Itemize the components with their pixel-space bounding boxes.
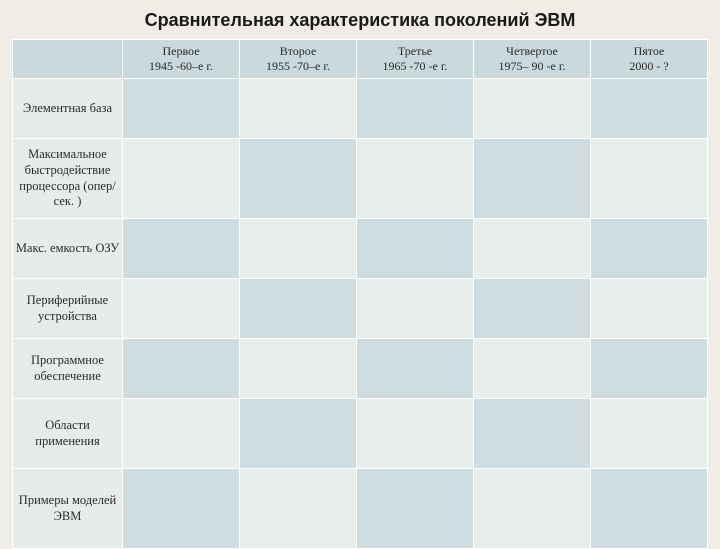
row-label: Примеры моделей ЭВМ — [13, 469, 123, 549]
gen-years: 1955 -70–е г. — [242, 59, 354, 74]
cell — [123, 219, 240, 279]
cell — [591, 279, 708, 339]
cell — [123, 79, 240, 139]
table-row: Примеры моделей ЭВМ — [13, 469, 708, 549]
cell — [240, 399, 357, 469]
cell — [357, 139, 474, 219]
col-header: Четвертое 1975– 90 -е г. — [474, 40, 591, 79]
gen-years: 1975– 90 -е г. — [476, 59, 588, 74]
cell — [357, 339, 474, 399]
cell — [474, 139, 591, 219]
cell — [474, 279, 591, 339]
gen-name: Третье — [359, 44, 471, 59]
cell — [357, 469, 474, 549]
cell — [474, 339, 591, 399]
cell — [591, 139, 708, 219]
gen-name: Первое — [125, 44, 237, 59]
cell — [357, 79, 474, 139]
row-label: Периферийные устройства — [13, 279, 123, 339]
gen-name: Второе — [242, 44, 354, 59]
cell — [123, 469, 240, 549]
table-row: Элементная база — [13, 79, 708, 139]
gen-years: 1945 -60–е г. — [125, 59, 237, 74]
slide: Сравнительная характеристика поколений Э… — [0, 0, 720, 540]
cell — [123, 279, 240, 339]
gen-name: Четвертое — [476, 44, 588, 59]
cell — [123, 399, 240, 469]
gen-name: Пятое — [593, 44, 705, 59]
cell — [240, 79, 357, 139]
cell — [123, 139, 240, 219]
cell — [357, 399, 474, 469]
table-header-row: Первое 1945 -60–е г. Второе 1955 -70–е г… — [13, 40, 708, 79]
cell — [357, 279, 474, 339]
cell — [591, 469, 708, 549]
cell — [123, 339, 240, 399]
row-label: Макс. емкость ОЗУ — [13, 219, 123, 279]
cell — [240, 139, 357, 219]
col-header: Третье 1965 -70 -е г. — [357, 40, 474, 79]
page-title: Сравнительная характеристика поколений Э… — [12, 10, 708, 31]
cell — [591, 79, 708, 139]
cell — [357, 219, 474, 279]
gen-years: 1965 -70 -е г. — [359, 59, 471, 74]
comparison-table: Первое 1945 -60–е г. Второе 1955 -70–е г… — [12, 39, 708, 549]
row-label: Максимальное быстродействие процессора (… — [13, 139, 123, 219]
table-row: Максимальное быстродействие процессора (… — [13, 139, 708, 219]
table-row: Периферийные устройства — [13, 279, 708, 339]
table-row: Программное обеспечение — [13, 339, 708, 399]
table-row: Области применения — [13, 399, 708, 469]
cell — [240, 469, 357, 549]
col-header: Первое 1945 -60–е г. — [123, 40, 240, 79]
cell — [240, 339, 357, 399]
cell — [240, 279, 357, 339]
table-row: Макс. емкость ОЗУ — [13, 219, 708, 279]
row-label: Области применения — [13, 399, 123, 469]
col-header: Второе 1955 -70–е г. — [240, 40, 357, 79]
cell — [474, 399, 591, 469]
cell — [591, 399, 708, 469]
cell — [474, 469, 591, 549]
gen-years: 2000 - ? — [593, 59, 705, 74]
row-label: Программное обеспечение — [13, 339, 123, 399]
cell — [240, 219, 357, 279]
cell — [474, 79, 591, 139]
row-label: Элементная база — [13, 79, 123, 139]
cell — [591, 339, 708, 399]
col-header: Пятое 2000 - ? — [591, 40, 708, 79]
cell — [474, 219, 591, 279]
cell — [591, 219, 708, 279]
header-empty — [13, 40, 123, 79]
